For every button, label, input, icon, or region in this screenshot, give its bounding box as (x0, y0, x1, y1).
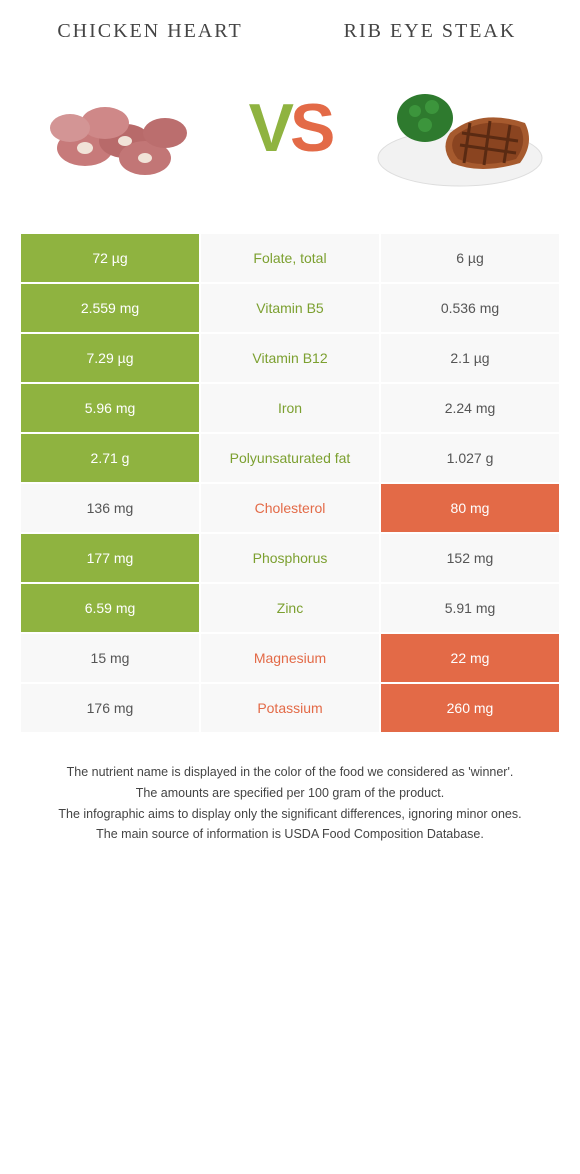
right-value: 80 mg (380, 483, 560, 533)
nutrient-row: 5.96 mgIron2.24 mg (20, 383, 560, 433)
left-value: 177 mg (20, 533, 200, 583)
left-value: 2.559 mg (20, 283, 200, 333)
right-food-image (370, 63, 550, 193)
footer-line: The main source of information is USDA F… (30, 825, 550, 844)
nutrient-row: 72 µgFolate, total6 µg (20, 233, 560, 283)
nutrient-row: 2.559 mgVitamin B50.536 mg (20, 283, 560, 333)
vs-label: VS (249, 89, 332, 167)
left-value: 72 µg (20, 233, 200, 283)
nutrient-row: 6.59 mgZinc5.91 mg (20, 583, 560, 633)
right-value: 2.24 mg (380, 383, 560, 433)
right-value: 5.91 mg (380, 583, 560, 633)
nutrient-label: Folate, total (200, 233, 380, 283)
nutrient-label: Vitamin B5 (200, 283, 380, 333)
left-food-title: CHICKEN HEART (50, 20, 250, 43)
footer-line: The infographic aims to display only the… (30, 805, 550, 824)
nutrient-row: 176 mgPotassium260 mg (20, 683, 560, 733)
nutrient-row: 177 mgPhosphorus152 mg (20, 533, 560, 583)
nutrient-label: Cholesterol (200, 483, 380, 533)
right-value: 260 mg (380, 683, 560, 733)
nutrient-row: 136 mgCholesterol80 mg (20, 483, 560, 533)
footer-notes: The nutrient name is displayed in the co… (20, 733, 560, 844)
footer-line: The amounts are specified per 100 gram o… (30, 784, 550, 803)
hero-row: VS (20, 63, 560, 233)
right-food-title: RIB EYE STEAK (330, 20, 530, 43)
left-food-image (30, 63, 210, 193)
left-value: 136 mg (20, 483, 200, 533)
nutrient-label: Magnesium (200, 633, 380, 683)
nutrient-table: 72 µgFolate, total6 µg2.559 mgVitamin B5… (20, 233, 560, 733)
title-row: CHICKEN HEART RIB EYE STEAK (20, 20, 560, 63)
nutrient-label: Polyunsaturated fat (200, 433, 380, 483)
nutrient-label: Zinc (200, 583, 380, 633)
left-value: 2.71 g (20, 433, 200, 483)
footer-line: The nutrient name is displayed in the co… (30, 763, 550, 782)
nutrient-row: 7.29 µgVitamin B122.1 µg (20, 333, 560, 383)
nutrient-label: Potassium (200, 683, 380, 733)
right-value: 0.536 mg (380, 283, 560, 333)
left-value: 15 mg (20, 633, 200, 683)
nutrient-row: 2.71 gPolyunsaturated fat1.027 g (20, 433, 560, 483)
infographic: CHICKEN HEART RIB EYE STEAK VS (0, 0, 580, 866)
left-value: 5.96 mg (20, 383, 200, 433)
nutrient-label: Iron (200, 383, 380, 433)
right-value: 6 µg (380, 233, 560, 283)
nutrient-label: Vitamin B12 (200, 333, 380, 383)
right-value: 152 mg (380, 533, 560, 583)
nutrient-row: 15 mgMagnesium22 mg (20, 633, 560, 683)
nutrient-label: Phosphorus (200, 533, 380, 583)
right-value: 2.1 µg (380, 333, 560, 383)
right-value: 22 mg (380, 633, 560, 683)
left-value: 7.29 µg (20, 333, 200, 383)
right-value: 1.027 g (380, 433, 560, 483)
left-value: 6.59 mg (20, 583, 200, 633)
left-value: 176 mg (20, 683, 200, 733)
